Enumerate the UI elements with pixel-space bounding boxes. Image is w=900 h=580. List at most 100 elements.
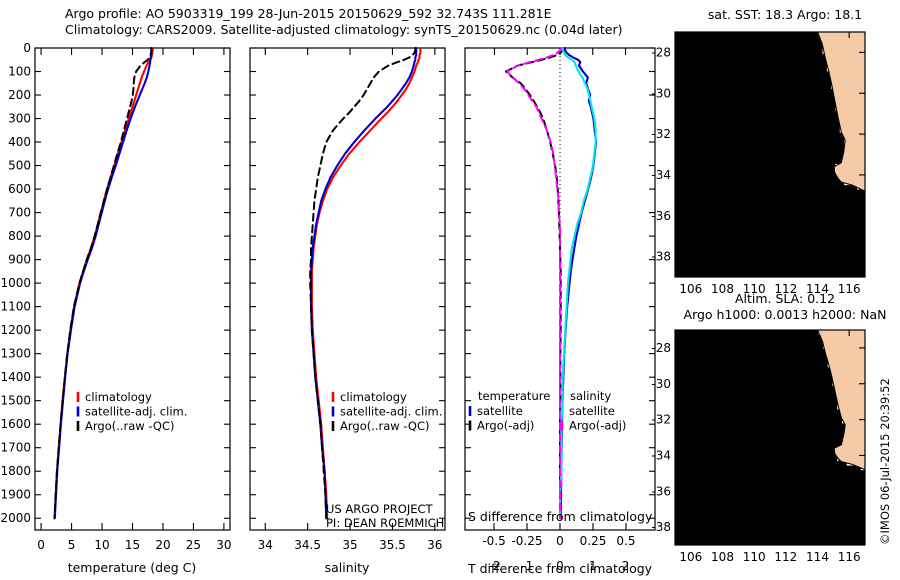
sla-cell [755,479,762,485]
sst-cell [800,215,806,221]
sst-cell [735,163,741,169]
sla-cell [841,474,847,481]
sst-cell [800,141,806,147]
sst-cell [731,220,737,226]
sla-cell [717,512,724,518]
sst-cell [705,211,711,217]
sla-cell [732,521,738,527]
sst-cell [700,115,706,121]
sst-cell [692,272,698,277]
sla-cell [751,521,757,527]
sst-cell [847,263,853,269]
sst-cell [787,128,793,134]
sst-cell [718,132,724,138]
sst-cell [834,250,840,256]
sst-cell [679,62,685,68]
sla-cell [727,334,733,341]
sst-cell [687,58,693,64]
sst-cell [700,154,706,160]
sst-cell [770,180,776,186]
sla-cell [722,484,728,490]
sst-cell [683,150,689,156]
sla-cell [779,386,785,392]
sst-cell [795,242,801,248]
sla-cell [689,390,695,397]
sst-cell [683,207,689,213]
sla-cell [855,516,861,523]
sst-cell [735,49,741,55]
map-x-tick-label: 108 [711,550,734,564]
sst-cell [782,67,788,73]
sst-cell [675,158,681,164]
sla-cell [755,470,762,476]
sst-cell [739,193,745,199]
temperature-legend-item-label: satellite-adj. clim. [85,405,187,419]
sla-cell [855,488,861,495]
sst-cell [696,145,702,151]
sst-cell [731,132,737,138]
sst-cell [821,119,827,125]
sst-cell [744,58,750,64]
sst-cell [778,137,784,143]
sst-cell [683,167,689,173]
sst-cell [787,80,793,86]
sla-cell [698,465,705,471]
sst-cell [770,167,776,173]
sst-cell [795,189,801,195]
sst-cell [744,128,750,134]
sst-cell [705,132,711,138]
sla-cell [689,432,695,439]
sst-cell [817,75,823,81]
sst-cell [752,58,758,64]
sst-cell [782,97,788,103]
sst-cell [705,58,711,64]
sst-cell [800,123,806,129]
sst-cell [679,268,685,274]
sst-cell [761,132,767,138]
sst-cell [735,242,741,248]
sst-cell [817,193,823,199]
sla-cell [684,460,690,467]
sst-cell [739,263,745,269]
sst-cell [813,84,819,90]
sla-cell [751,493,757,499]
sst-cell [800,67,806,73]
sla-cell [760,432,766,439]
sst-cell [787,84,793,90]
sst-cell [834,123,840,129]
sst-cell [700,84,706,90]
sla-cell [684,442,690,448]
sst-cell [692,75,698,81]
sst-cell [739,75,745,81]
sla-cell [779,540,785,545]
sst-cell [795,115,801,121]
sla-cell [808,540,814,545]
sst-cell [839,202,845,208]
sst-cell [765,158,771,164]
sst-cell [826,224,832,230]
sst-cell [813,233,819,239]
sla-cell [713,456,719,462]
sla-cell [741,442,747,448]
sla-cell [713,372,719,378]
sla-cell [689,512,695,518]
sst-cell [683,268,689,274]
temperature-x-tick-label: 30 [216,538,231,552]
sst-cell [757,106,763,112]
sst-cell [774,110,780,116]
sla-cell [675,348,681,355]
sst-cell [761,58,767,64]
sst-cell [748,132,754,138]
sla-cell [727,358,733,364]
sst-cell [800,255,806,261]
sst-cell [830,250,836,256]
sla-cell [760,488,766,495]
title-line-2: Climatology: CARS2009. Satellite-adjuste… [65,22,622,37]
sla-cell [860,512,865,518]
sst-cell [713,263,719,269]
sst-cell [830,259,836,265]
sst-cell [808,268,814,274]
sla-cell [717,334,724,341]
sst-cell [787,141,793,147]
